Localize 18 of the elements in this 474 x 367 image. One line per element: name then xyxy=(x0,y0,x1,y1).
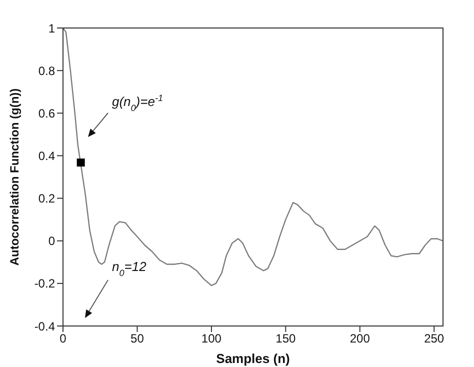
y-axis-title: Autocorrelation Function (g(n)) xyxy=(7,88,22,266)
y-tick-label: 0.4 xyxy=(38,148,56,163)
y-tick-label: 0 xyxy=(48,234,56,248)
x-tick-label: 100 xyxy=(201,332,222,346)
x-axis-title: Samples (n) xyxy=(216,351,290,366)
y-tick-label: -0.2 xyxy=(34,276,56,291)
annotation: n$_{0}$=12 xyxy=(112,259,148,278)
x-tick-label: 0 xyxy=(60,332,67,346)
y-tick-label: 0.2 xyxy=(38,192,56,206)
x-tick-label: 250 xyxy=(424,332,444,346)
x-tick-label: 200 xyxy=(350,332,370,346)
y-tick-label: 0.6 xyxy=(38,106,56,120)
y-tick-label: -0.4 xyxy=(34,319,56,334)
y-tick-label: 1 xyxy=(48,21,56,36)
y-tick-label: 0.8 xyxy=(38,64,56,78)
annotation: g(n$_{0}$)=e$^{-1}$ xyxy=(112,93,163,113)
x-tick-label: 50 xyxy=(130,332,144,346)
x-tick-label: 150 xyxy=(276,332,296,346)
